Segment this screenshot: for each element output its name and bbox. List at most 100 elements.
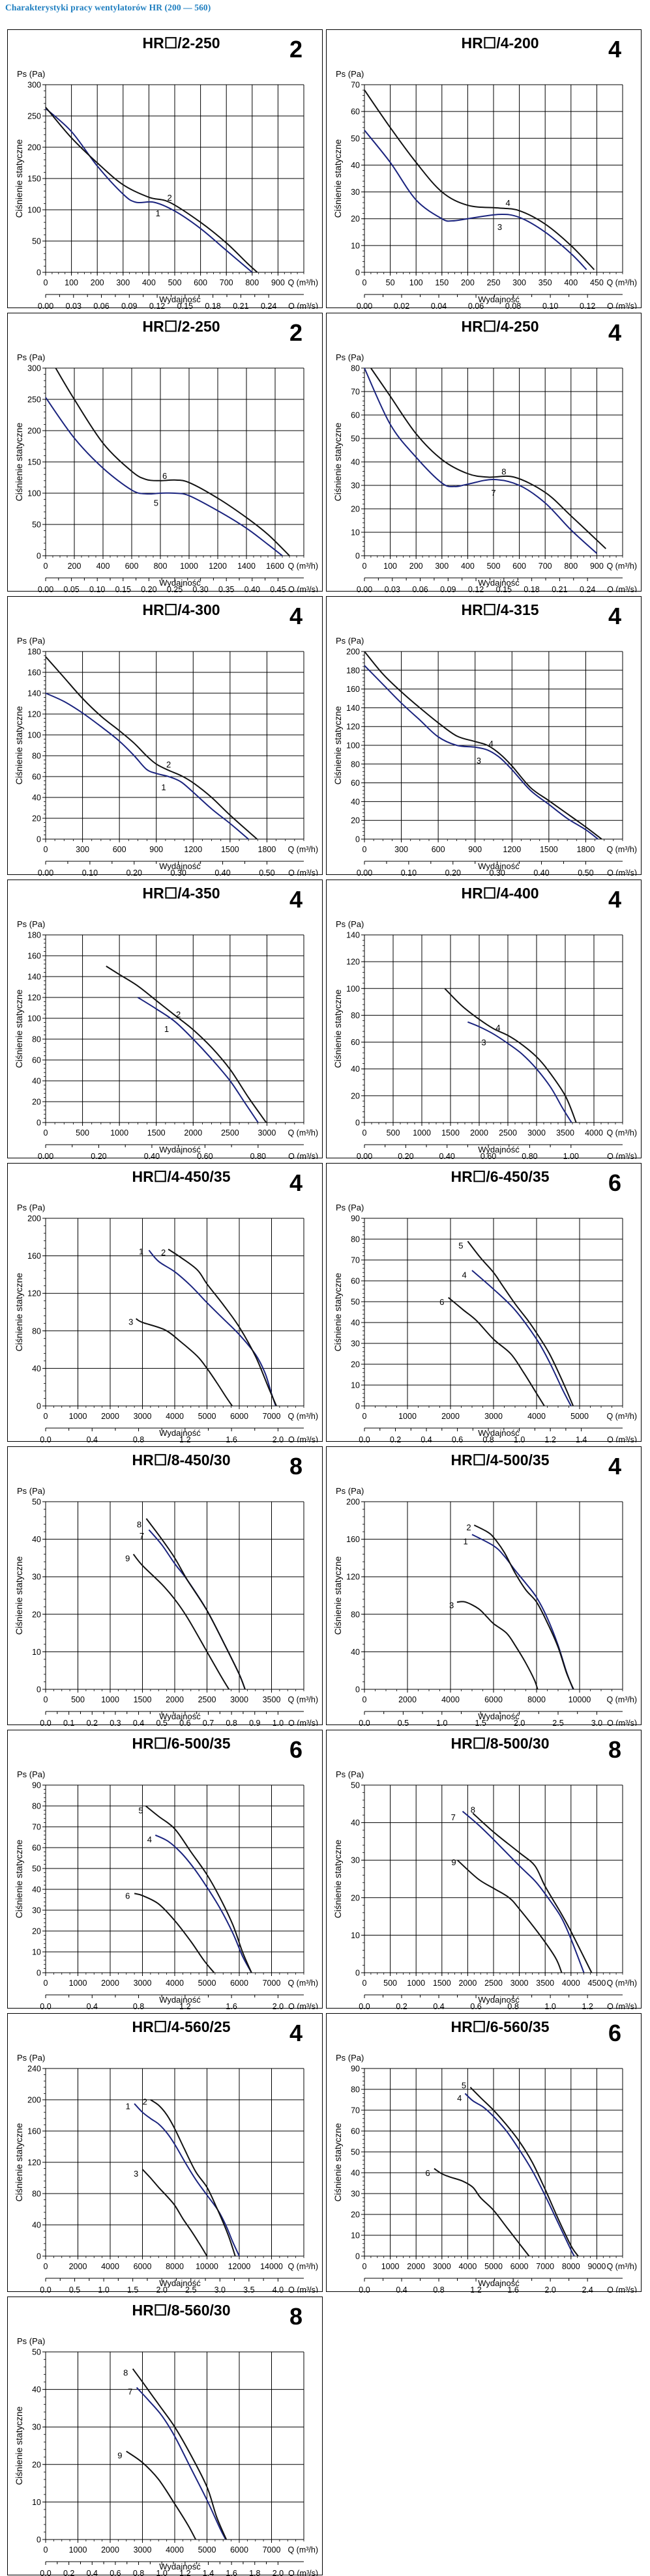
chart-svg: HR☐/4-350 4Ps (Pa)02040608010012014016018…: [14, 885, 318, 1159]
curve-label: 2: [161, 1248, 166, 1257]
poles-label: 4: [289, 2020, 303, 2046]
x2-tick-label: 0.06: [412, 585, 428, 592]
x-axis-title: Wydajność: [159, 294, 201, 304]
x-tick-label: 4000: [166, 2545, 184, 2555]
x-unit-s: Q (m³/s): [288, 2002, 318, 2009]
x2-tick-label: 0.4: [133, 1719, 144, 1726]
curve-7: [148, 1529, 246, 1690]
x2-tick-label: 0.0: [40, 2569, 51, 2576]
x2-tick-label: 0,24: [261, 302, 276, 309]
x-unit-h: Q (m³/h): [288, 278, 318, 287]
x-tick-label: 0: [362, 845, 367, 854]
curve-2: [45, 106, 258, 273]
x2-tick-label: 0.12: [580, 302, 595, 309]
y-tick-label: 30: [351, 1856, 360, 1865]
x-tick-label: 2500: [221, 1128, 239, 1138]
x-tick-label: 6000: [510, 2262, 529, 2271]
y-tick-label: 50: [351, 134, 360, 143]
chart-title: HR☐/4-450/35: [132, 1168, 230, 1185]
x2-tick-label: 1.0: [436, 1719, 447, 1726]
y-tick-label: 60: [351, 1038, 360, 1047]
y-tick-label: 160: [27, 952, 41, 961]
chart-svg: HR☐/2-250 2 Ps (Pa) 0 50 100 150 200 250 300 0 200 4…: [14, 318, 318, 592]
curve-9: [126, 2450, 197, 2540]
chart-title: HR☐/4-350: [142, 885, 220, 902]
x-tick-label: 3000: [134, 1412, 152, 1421]
x-axis-title: Wydajność: [159, 2278, 201, 2288]
y-tick-label: 250: [27, 112, 41, 121]
y-tick-label: 80: [351, 1011, 360, 1020]
x-tick-label: 1500: [441, 1128, 460, 1138]
x-tick-label: 14000: [260, 2262, 283, 2271]
x2-tick-label: 0.6: [110, 2569, 121, 2576]
x-tick-label: 6000: [230, 2545, 248, 2555]
curve-4: [364, 89, 595, 270]
x-tick-label: 2000: [407, 2262, 425, 2271]
x-tick-label: 2000: [458, 1979, 477, 1988]
y-tick-label: 80: [32, 2190, 41, 2199]
x2-tick-label: 0.24: [580, 585, 595, 592]
poles-label: 6: [608, 2020, 621, 2046]
y-tick-label: 100: [27, 731, 41, 740]
x2-tick-label: 2.5: [185, 2285, 196, 2293]
x2-tick-label: 0.4: [433, 2002, 444, 2009]
x-tick-label: 1000: [69, 2545, 87, 2555]
x-unit-s: Q (m³/s): [288, 302, 318, 309]
x-tick-label: 5000: [198, 2545, 216, 2555]
x2-tick-label: 1.00: [563, 1152, 579, 1159]
x-tick-label: 400: [564, 278, 578, 287]
x2-tick-label: 1.6: [226, 1435, 237, 1442]
y-tick-label: 50: [351, 1298, 360, 1307]
y-tick-label: 0: [355, 1685, 360, 1695]
curve-3: [364, 130, 587, 270]
poles-label: 4: [608, 36, 621, 63]
curve-label: 5: [458, 1241, 463, 1251]
x2-tick-label: 0.10: [542, 302, 558, 309]
curve-label: 2: [167, 193, 171, 203]
y-tick-label: 60: [351, 107, 360, 117]
x2-tick-label: 0,00: [38, 302, 53, 309]
curve-label: 1: [126, 2102, 130, 2111]
x-tick-label: 1800: [577, 845, 595, 854]
x-tick-label: 200: [68, 562, 81, 571]
y-tick-label: 40: [351, 1648, 360, 1657]
x2-tick-label: 1.8: [249, 2569, 260, 2576]
y-axis-title: Ciśnienie statyczne: [332, 2123, 343, 2201]
chart-title: HR☐/4-300: [142, 601, 220, 618]
curve-label: 6: [425, 2168, 430, 2178]
y-unit-label: Ps (Pa): [336, 352, 364, 362]
y-tick-label: 0: [37, 1969, 41, 1978]
x-tick-label: 150: [435, 278, 449, 287]
y-tick-label: 10: [351, 2231, 360, 2240]
chart-title: HR☐/6-560/35: [451, 2018, 549, 2035]
y-axis-title: Ciśnienie statyczne: [14, 139, 24, 218]
x-tick-label: 6000: [134, 2262, 152, 2271]
curve-label: 2: [466, 1523, 471, 1532]
x2-tick-label: 4.0: [273, 2285, 284, 2293]
y-axis-title: Ciśnienie statyczne: [14, 989, 24, 1068]
x-unit-s: Q (m³/s): [288, 1152, 318, 1159]
y-tick-label: 70: [32, 1823, 41, 1832]
curve-1: [137, 997, 259, 1123]
chart-title: HR☐/2-250: [142, 318, 220, 335]
y-tick-label: 140: [27, 689, 41, 698]
y-tick-label: 10: [351, 1931, 360, 1940]
curve-4: [464, 2093, 575, 2257]
x-tick-label: 1000: [381, 2262, 400, 2271]
x2-tick-label: 0.0: [359, 2285, 370, 2293]
x-tick-label: 900: [590, 562, 604, 571]
y-tick-label: 120: [346, 958, 360, 967]
x-tick-label: 400: [96, 562, 110, 571]
x-tick-label: 0: [44, 1979, 48, 1988]
y-tick-label: 300: [27, 81, 41, 90]
y-tick-label: 140: [346, 704, 360, 713]
chart-panel: HR☐/8-450/30 8 Ps (Pa) 0 10 20 30 40 50 0 500 1000 1…: [7, 1446, 323, 1726]
x2-tick-label: 0.25: [167, 585, 183, 592]
x2-tick-label: 0.0: [359, 1719, 370, 1726]
x-tick-label: 400: [461, 562, 475, 571]
x2-tick-label: 1.2: [179, 1435, 190, 1442]
curve-label: 2: [143, 2097, 147, 2106]
x-tick-label: 0: [362, 1979, 367, 1988]
